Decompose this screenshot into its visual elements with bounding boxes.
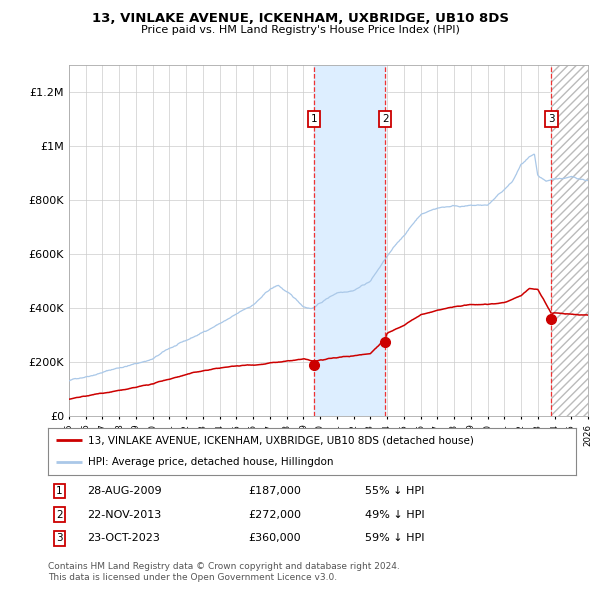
Text: Price paid vs. HM Land Registry's House Price Index (HPI): Price paid vs. HM Land Registry's House … — [140, 25, 460, 35]
Text: 3: 3 — [56, 533, 63, 543]
Text: 49% ↓ HPI: 49% ↓ HPI — [365, 510, 424, 520]
Bar — [551, 65, 588, 416]
Text: 1: 1 — [56, 486, 63, 496]
Text: 1: 1 — [311, 114, 317, 124]
Text: This data is licensed under the Open Government Licence v3.0.: This data is licensed under the Open Gov… — [48, 573, 337, 582]
Text: 13, VINLAKE AVENUE, ICKENHAM, UXBRIDGE, UB10 8DS (detached house): 13, VINLAKE AVENUE, ICKENHAM, UXBRIDGE, … — [88, 435, 473, 445]
Bar — [314, 65, 385, 416]
Text: 55% ↓ HPI: 55% ↓ HPI — [365, 486, 424, 496]
Text: 2: 2 — [382, 114, 389, 124]
Text: £187,000: £187,000 — [248, 486, 302, 496]
Text: HPI: Average price, detached house, Hillingdon: HPI: Average price, detached house, Hill… — [88, 457, 333, 467]
Text: 28-AUG-2009: 28-AUG-2009 — [88, 486, 162, 496]
Text: Contains HM Land Registry data © Crown copyright and database right 2024.: Contains HM Land Registry data © Crown c… — [48, 562, 400, 571]
Text: 22-NOV-2013: 22-NOV-2013 — [88, 510, 162, 520]
Text: 59% ↓ HPI: 59% ↓ HPI — [365, 533, 424, 543]
Text: 2: 2 — [56, 510, 63, 520]
Text: £360,000: £360,000 — [248, 533, 301, 543]
Bar — [551, 65, 588, 416]
Text: 3: 3 — [548, 114, 554, 124]
Text: £272,000: £272,000 — [248, 510, 302, 520]
Text: 23-OCT-2023: 23-OCT-2023 — [88, 533, 160, 543]
Text: 13, VINLAKE AVENUE, ICKENHAM, UXBRIDGE, UB10 8DS: 13, VINLAKE AVENUE, ICKENHAM, UXBRIDGE, … — [91, 12, 509, 25]
